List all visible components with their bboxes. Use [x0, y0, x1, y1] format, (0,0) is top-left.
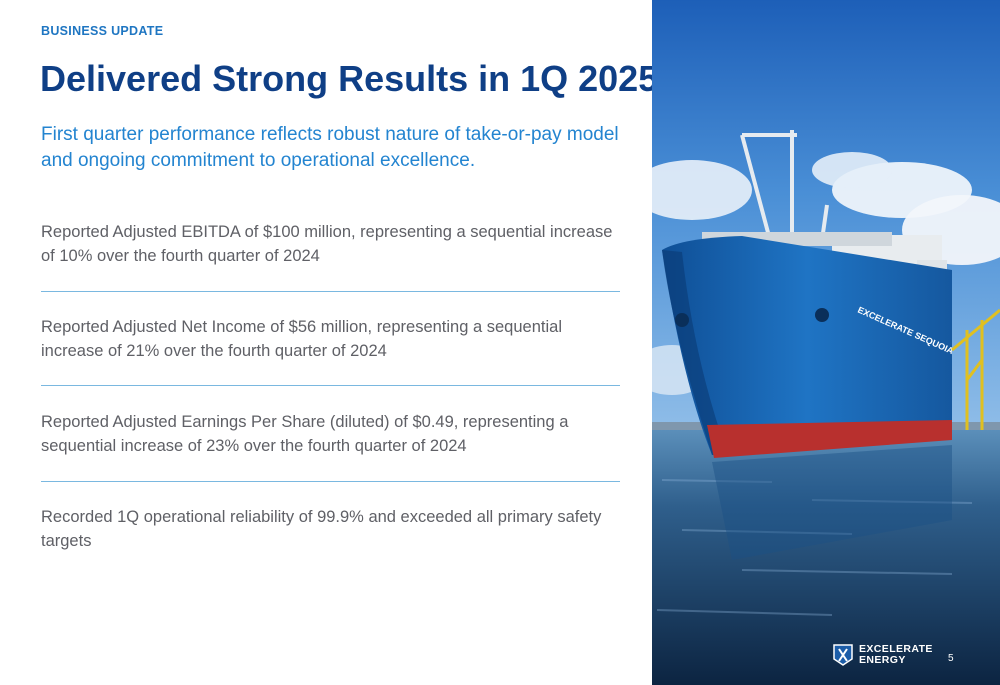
- logo-mark-icon: [833, 644, 853, 666]
- page-subtitle: First quarter performance reflects robus…: [41, 124, 619, 171]
- logo-wordmark: EXCELERATE ENERGY: [859, 644, 933, 666]
- highlight-item: Reported Adjusted Net Income of $56 mill…: [41, 318, 562, 360]
- highlight-item: Recorded 1Q operational reliability of 9…: [41, 508, 602, 550]
- section-eyebrow: BUSINESS UPDATE: [41, 24, 164, 38]
- logo-line2: ENERGY: [859, 654, 906, 666]
- ship-photo: EXCELERATE SEQUOIA: [652, 0, 1000, 685]
- divider: [41, 385, 620, 386]
- content-panel: BUSINESS UPDATE Delivered Strong Results…: [40, 24, 659, 598]
- logo-line1: EXCELERATE: [859, 643, 933, 655]
- divider: [41, 481, 620, 482]
- divider: [41, 291, 620, 292]
- page-title: Delivered Strong Results in 1Q 2025: [40, 58, 659, 99]
- company-logo: EXCELERATE ENERGY: [832, 641, 933, 669]
- highlight-item: Reported Adjusted Earnings Per Share (di…: [41, 413, 569, 455]
- page-number: 5: [948, 653, 954, 664]
- highlights-list: Reported Adjusted EBITDA of $100 million…: [41, 218, 621, 598]
- highlight-item: Reported Adjusted EBITDA of $100 million…: [41, 223, 613, 265]
